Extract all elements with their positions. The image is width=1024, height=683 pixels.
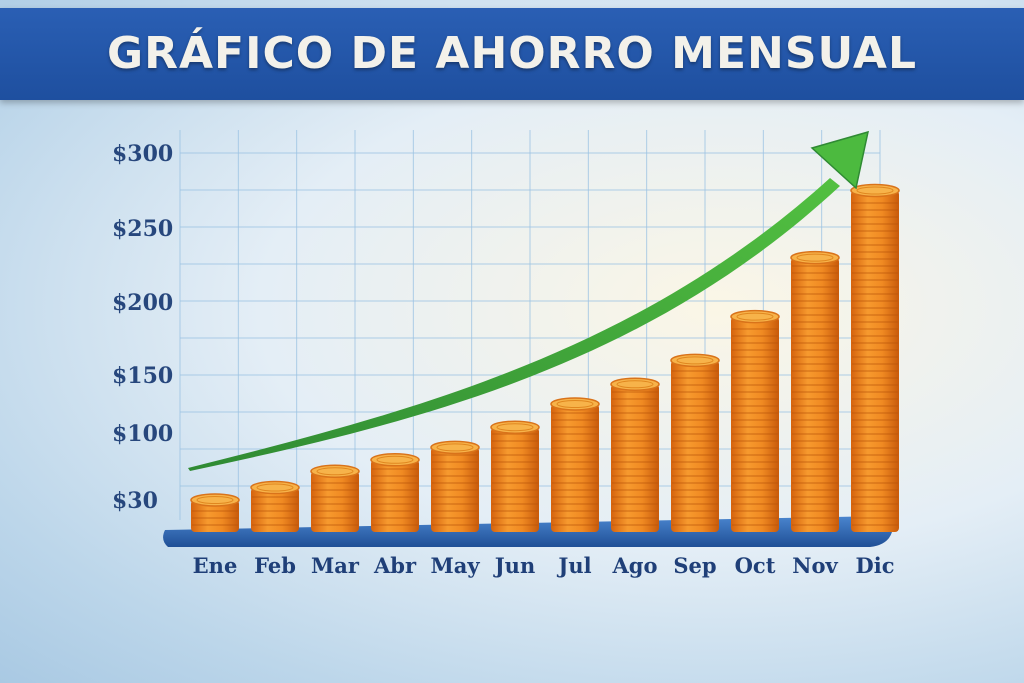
x-tick-label: Mar bbox=[311, 553, 360, 578]
bar-body bbox=[551, 404, 599, 532]
coin-stack-oct bbox=[730, 309, 780, 532]
bar-top-coin bbox=[370, 453, 420, 467]
x-tick-label: Feb bbox=[254, 553, 296, 578]
x-tick-label: Ene bbox=[193, 553, 238, 578]
bar-top-coin bbox=[310, 464, 360, 479]
bar-body bbox=[311, 471, 359, 532]
coin-stack-nov bbox=[790, 250, 840, 532]
coin-stack-sep bbox=[670, 353, 720, 532]
coin-rim bbox=[736, 312, 774, 321]
bar-body bbox=[791, 257, 839, 532]
coin-stack-may bbox=[430, 440, 480, 532]
coin-stack-mar bbox=[310, 464, 360, 532]
coin-rim bbox=[796, 253, 834, 262]
bar-top-coin bbox=[250, 480, 300, 495]
bar-top-coin bbox=[610, 377, 660, 392]
x-tick-label: Jun bbox=[493, 553, 535, 578]
y-tick-label: $30 bbox=[112, 488, 158, 514]
x-tick-label: Jul bbox=[556, 553, 591, 578]
y-tick-label: $150 bbox=[112, 363, 173, 389]
y-axis-ticks: $30 $100 $150 $200 $250 $300 bbox=[112, 141, 173, 514]
coin-rim bbox=[436, 443, 474, 452]
bar-body bbox=[851, 190, 899, 532]
y-tick-label: $100 bbox=[112, 421, 173, 447]
coin-rim bbox=[196, 496, 234, 504]
bar-top-coin bbox=[190, 493, 240, 507]
coin-rim bbox=[316, 467, 354, 476]
x-tick-label: Oct bbox=[735, 553, 776, 578]
chart-title: GRÁFICO DE AHORRO MENSUAL bbox=[107, 28, 917, 79]
coin-rim bbox=[856, 186, 894, 195]
coin-rim bbox=[556, 400, 594, 408]
x-axis-ticks: Ene Feb Mar Abr May Jun Jul Ago Sep Oct Nov Dic bbox=[193, 553, 895, 578]
coin-stack-ene bbox=[190, 493, 240, 532]
bar-body bbox=[731, 316, 779, 532]
coin-stack-abr bbox=[370, 453, 420, 532]
bar-body bbox=[371, 459, 419, 532]
coin-rim bbox=[496, 423, 534, 432]
coin-rim bbox=[676, 356, 714, 365]
y-tick-label: $300 bbox=[112, 141, 173, 167]
coin-stack-ago bbox=[610, 377, 660, 532]
x-tick-label: Abr bbox=[373, 553, 417, 578]
bar-top-coin bbox=[850, 183, 900, 198]
bar-top-coin bbox=[550, 397, 600, 411]
title-banner: GRÁFICO DE AHORRO MENSUAL bbox=[0, 8, 1024, 100]
coin-stack-feb bbox=[250, 480, 300, 532]
x-tick-label: Nov bbox=[792, 553, 838, 578]
bar-top-coin bbox=[490, 420, 540, 434]
x-tick-label: Sep bbox=[673, 553, 716, 578]
bars bbox=[190, 183, 900, 532]
y-tick-label: $200 bbox=[112, 290, 173, 316]
bar-body bbox=[251, 487, 299, 532]
bar-body bbox=[671, 360, 719, 532]
bar-body bbox=[611, 384, 659, 532]
coin-stack-dic bbox=[850, 183, 900, 532]
x-tick-label: Ago bbox=[612, 553, 658, 578]
bar-top-coin bbox=[730, 309, 780, 324]
y-tick-label: $250 bbox=[112, 216, 173, 242]
coin-rim bbox=[256, 483, 294, 492]
coin-rim bbox=[376, 455, 414, 464]
bar-body bbox=[191, 500, 239, 532]
bar-top-coin bbox=[790, 250, 840, 265]
trend-arrow bbox=[188, 130, 869, 471]
trend-arrow-head bbox=[810, 130, 869, 190]
bar-top-coin bbox=[670, 353, 720, 368]
coin-stack-jun bbox=[490, 420, 540, 532]
x-tick-label: May bbox=[430, 553, 480, 578]
coin-rim bbox=[616, 380, 654, 389]
x-tick-label: Dic bbox=[856, 553, 895, 578]
bar-top-coin bbox=[430, 440, 480, 455]
bar-body bbox=[491, 427, 539, 532]
coin-stack-jul bbox=[550, 397, 600, 532]
